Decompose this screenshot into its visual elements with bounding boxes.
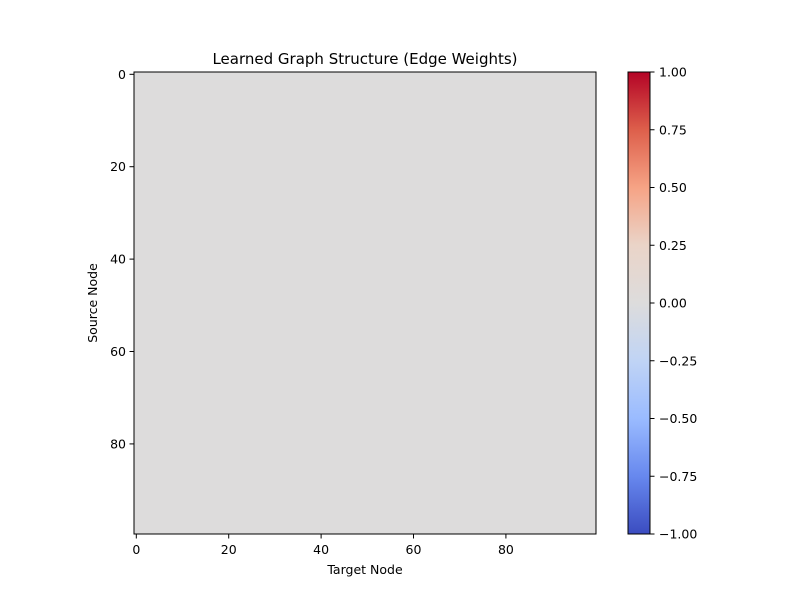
y-tick-label: 60 bbox=[110, 344, 126, 359]
colorbar-tick-label: 0.75 bbox=[659, 122, 687, 137]
y-axis-label: Source Node bbox=[85, 263, 100, 343]
x-tick-label: 0 bbox=[132, 542, 140, 557]
x-axis-label: Target Node bbox=[326, 562, 403, 577]
colorbar-tick-label: 0.25 bbox=[659, 238, 687, 253]
colorbar-tick-label: 1.00 bbox=[659, 65, 687, 80]
chart-title: Learned Graph Structure (Edge Weights) bbox=[212, 50, 517, 68]
x-tick-label: 40 bbox=[313, 542, 329, 557]
colorbar-tick-label: 0.50 bbox=[659, 180, 687, 195]
x-axis-ticks: 0 20 40 60 80 bbox=[132, 534, 514, 557]
y-tick-label: 20 bbox=[110, 159, 126, 174]
colorbar-tick-label: −0.25 bbox=[659, 353, 697, 368]
y-tick-label: 0 bbox=[118, 67, 126, 82]
heatmap-frame bbox=[133, 71, 597, 535]
x-tick-label: 80 bbox=[498, 542, 514, 557]
colorbar-tick-label: 0.00 bbox=[659, 296, 687, 311]
y-tick-label: 80 bbox=[110, 436, 126, 451]
colorbar-tick-label: −0.50 bbox=[659, 411, 697, 426]
colorbar-ticks: 1.00 0.75 0.50 0.25 0.00 −0.25 −0.50 −0.75 −1.00 bbox=[650, 65, 697, 542]
x-tick-label: 20 bbox=[221, 542, 237, 557]
colorbar-tick-label: −0.75 bbox=[659, 469, 697, 484]
heatmap-cells bbox=[134, 72, 596, 534]
y-axis-ticks: 0 20 40 60 80 bbox=[110, 67, 134, 451]
y-tick-label: 40 bbox=[110, 252, 126, 267]
colorbar-tick-label: −1.00 bbox=[659, 527, 697, 542]
colorbar bbox=[627, 71, 651, 535]
x-tick-label: 60 bbox=[406, 542, 422, 557]
